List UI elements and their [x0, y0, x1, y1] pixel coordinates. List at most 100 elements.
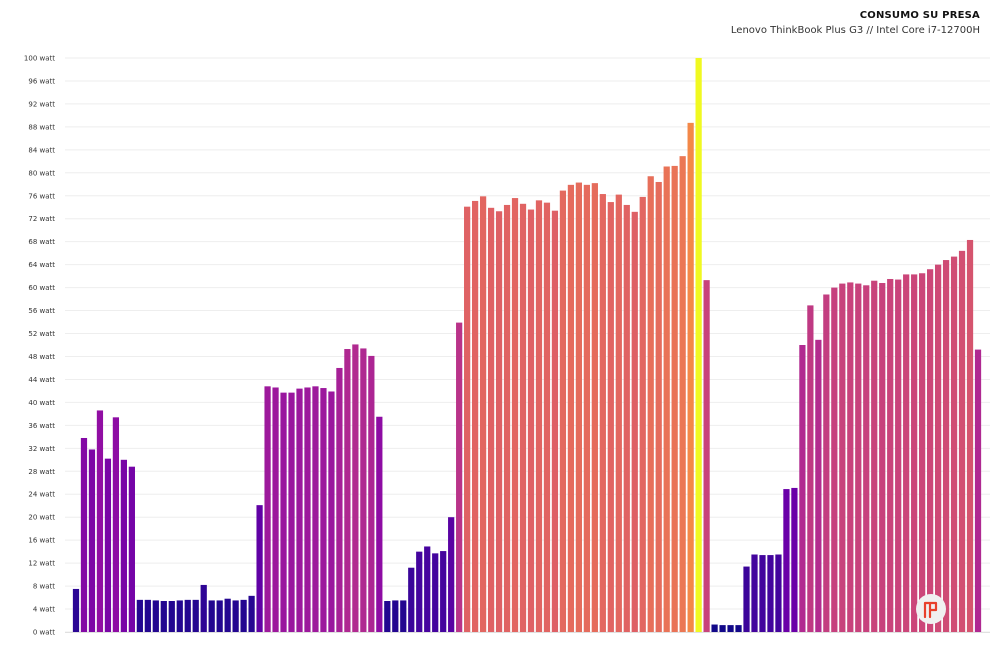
- bar: [128, 466, 135, 632]
- bars: [72, 58, 982, 633]
- y-tick-label: 76 watt: [28, 192, 55, 200]
- bar: [671, 165, 678, 632]
- bar: [392, 600, 399, 632]
- bar: [400, 600, 407, 632]
- bar: [663, 166, 670, 633]
- chart-subtitle: Lenovo ThinkBook Plus G3 // Intel Core i…: [730, 25, 980, 36]
- bar: [200, 584, 207, 632]
- y-tick-label: 64 watt: [28, 261, 55, 269]
- fp-logo-icon: [916, 594, 946, 624]
- bar: [432, 553, 439, 632]
- y-tick-label: 96 watt: [28, 77, 55, 85]
- bar: [647, 176, 654, 633]
- bar: [416, 551, 423, 632]
- bar: [487, 207, 495, 632]
- bar: [966, 239, 974, 632]
- bar: [280, 392, 287, 632]
- y-tick-label: 100 watt: [24, 55, 55, 63]
- bar: [815, 339, 822, 632]
- bar: [120, 459, 127, 632]
- bar: [368, 355, 375, 632]
- bar: [895, 279, 902, 632]
- bar: [503, 204, 511, 632]
- bar: [823, 294, 830, 632]
- bar: [759, 555, 766, 632]
- bar: [160, 601, 167, 632]
- bar: [735, 625, 742, 632]
- bar: [272, 387, 279, 632]
- bar: [655, 181, 662, 633]
- y-tick-label: 88 watt: [28, 123, 55, 131]
- y-tick-label: 12 watt: [28, 560, 55, 568]
- y-tick-label: 60 watt: [28, 284, 55, 292]
- bar: [208, 600, 215, 632]
- bar: [615, 194, 622, 633]
- bar: [152, 600, 159, 632]
- bar: [168, 601, 175, 632]
- bar: [623, 204, 630, 632]
- bar: [144, 599, 151, 632]
- y-tick-label: 40 watt: [28, 399, 55, 407]
- bar: [631, 211, 638, 632]
- bar: [567, 184, 575, 632]
- bar: [535, 200, 543, 632]
- bar: [96, 410, 104, 632]
- bar: [296, 388, 303, 632]
- y-tick-label: 20 watt: [28, 514, 55, 522]
- bar: [687, 122, 694, 633]
- bar: [479, 196, 487, 632]
- bar: [639, 196, 646, 632]
- bar: [551, 210, 559, 632]
- y-tick-label: 8 watt: [33, 583, 55, 591]
- bar: [88, 449, 96, 632]
- y-tick-label: 72 watt: [28, 215, 55, 223]
- bar: [942, 260, 950, 632]
- y-tick-label: 0 watt: [33, 629, 55, 637]
- y-tick-label: 32 watt: [28, 445, 55, 453]
- bar: [264, 386, 271, 632]
- bar: [958, 250, 966, 633]
- bar: [192, 599, 199, 632]
- y-tick-label: 36 watt: [28, 422, 55, 430]
- bar: [751, 554, 758, 632]
- bar: [695, 58, 702, 632]
- bar: [527, 209, 535, 633]
- bar: [543, 202, 551, 632]
- bar: [232, 600, 239, 632]
- y-tick-label: 56 watt: [28, 307, 55, 315]
- bar: [72, 588, 80, 632]
- bar: [440, 551, 447, 632]
- bar: [934, 264, 942, 632]
- bar: [519, 203, 527, 633]
- bar: [136, 599, 143, 632]
- bar: [288, 392, 295, 632]
- y-tick-label: 44 watt: [28, 376, 55, 384]
- y-tick-label: 68 watt: [28, 238, 55, 246]
- bar: [224, 598, 231, 632]
- bar: [775, 554, 782, 632]
- bar: [974, 349, 982, 632]
- bar: [831, 287, 838, 632]
- bar: [559, 190, 567, 632]
- y-axis-ticks: 0 watt 4 watt 8 watt 12 watt 16 watt 20 watt 2…: [24, 55, 55, 637]
- bar: [104, 458, 112, 632]
- bar: [240, 599, 247, 632]
- bar: [448, 517, 455, 632]
- bar: [464, 206, 471, 633]
- y-tick-label: 80 watt: [28, 169, 55, 177]
- bar: [256, 505, 263, 632]
- bar: [767, 555, 774, 632]
- bar: [320, 388, 327, 632]
- bar: [743, 566, 750, 632]
- bar: [583, 184, 590, 632]
- bar: [807, 305, 814, 632]
- bar: [304, 387, 311, 632]
- bar: [871, 280, 878, 632]
- y-tick-label: 84 watt: [28, 146, 55, 154]
- bar: [352, 344, 359, 632]
- bar: [950, 256, 958, 632]
- bar: [599, 194, 606, 633]
- bar: [719, 625, 726, 632]
- bar: [424, 546, 431, 632]
- bar: [847, 282, 854, 632]
